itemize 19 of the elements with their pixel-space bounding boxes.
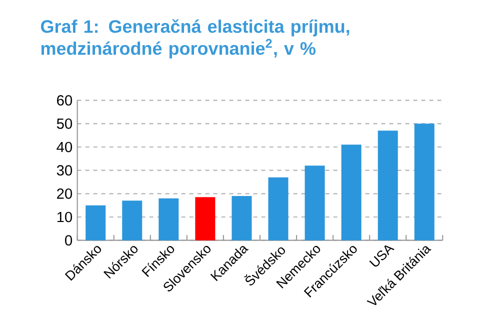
bar — [378, 130, 398, 240]
y-tick-label: 10 — [57, 212, 72, 222]
y-tick-label: 0 — [65, 235, 72, 246]
bar — [86, 205, 106, 240]
bar — [268, 177, 288, 240]
y-tick-label: 40 — [56, 142, 72, 152]
bar — [158, 198, 179, 240]
chart-title: Graf 1: Generačná elasticita príjmu, medzinárodné porovnanie$^{2}$, v % — [41, 19, 350, 58]
y-tick-label: 50 — [56, 118, 72, 129]
bar — [122, 200, 142, 240]
bar — [195, 197, 216, 240]
y-tick-label: 20 — [57, 188, 72, 199]
bar — [304, 166, 325, 240]
bar — [341, 144, 362, 240]
bar — [232, 196, 252, 240]
y-tick-label: 30 — [56, 165, 72, 176]
bar — [414, 124, 434, 240]
y-tick-label: 60 — [57, 95, 72, 106]
x-tick-label: USA — [369, 245, 394, 267]
